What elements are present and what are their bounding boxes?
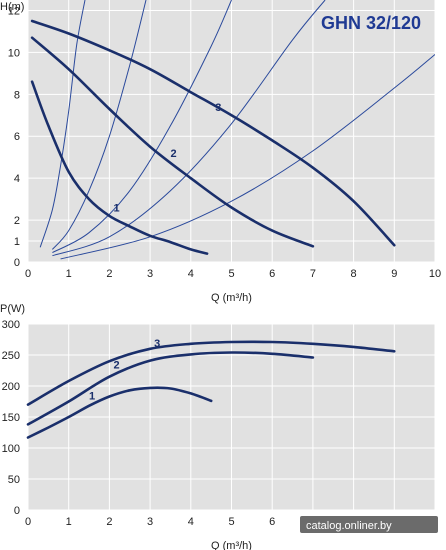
head-x-tick-label: 6 bbox=[269, 268, 275, 280]
power-y-tick-label: 100 bbox=[2, 443, 20, 455]
head-y-tick-label: 1 bbox=[14, 236, 20, 248]
system-curve bbox=[52, 0, 326, 257]
system-curve bbox=[52, 0, 147, 250]
head-y-tick-label: 12 bbox=[8, 5, 20, 17]
power-y-tick-label: 300 bbox=[2, 319, 20, 331]
power-series bbox=[26, 340, 396, 439]
head-x-tick-label: 1 bbox=[66, 268, 72, 280]
head-grid bbox=[27, 0, 436, 263]
head-y-tick-label: 8 bbox=[14, 89, 20, 101]
system-curve bbox=[52, 0, 232, 254]
power-x-tick-label: 2 bbox=[106, 516, 112, 528]
chart-title: GHN 32/120 bbox=[321, 13, 421, 33]
power-y-tick-label: 0 bbox=[14, 505, 20, 517]
head-y-tick-label: 6 bbox=[14, 131, 20, 143]
head-y-tick-label: 10 bbox=[8, 47, 20, 59]
head-curve-labels: 1 2 3 bbox=[113, 102, 221, 215]
power-grid bbox=[27, 323, 436, 511]
system-curve bbox=[60, 54, 435, 260]
power-curve-label-3: 3 bbox=[154, 338, 160, 350]
head-curve-1 bbox=[30, 80, 209, 255]
power-y-tick-label: 50 bbox=[8, 474, 20, 486]
head-curve-label-3: 3 bbox=[215, 102, 221, 114]
power-curve-3 bbox=[26, 340, 396, 406]
power-x-axis-label: Q (m³/h) bbox=[211, 540, 252, 550]
head-x-tick-label: 2 bbox=[106, 268, 112, 280]
head-x-tick-label: 4 bbox=[188, 268, 194, 280]
head-x-axis-label: Q (m³/h) bbox=[211, 292, 252, 304]
power-y-tick-label: 200 bbox=[2, 381, 20, 393]
power-curve-2 bbox=[26, 351, 315, 426]
head-x-tick-label: 5 bbox=[228, 268, 234, 280]
watermark-text: catalog.onliner.by bbox=[306, 520, 392, 532]
head-y-tick-label: 2 bbox=[14, 215, 20, 227]
head-x-tick-label: 7 bbox=[310, 268, 316, 280]
head-y-tick-label: 0 bbox=[14, 257, 20, 269]
power-x-tick-label: 3 bbox=[147, 516, 153, 528]
watermark-background bbox=[300, 516, 438, 533]
head-x-tick-labels: 0 1 2 3 4 5 6 7 8 9 10 bbox=[25, 268, 441, 280]
head-curve-3 bbox=[30, 19, 396, 247]
power-y-axis-label: P(W) bbox=[0, 303, 25, 315]
power-y-tick-label: 150 bbox=[2, 412, 20, 424]
power-curve-labels: 1 2 3 bbox=[89, 338, 160, 403]
head-x-tick-label: 0 bbox=[25, 268, 31, 280]
power-x-tick-label: 4 bbox=[188, 516, 194, 528]
head-x-tick-label: 10 bbox=[429, 268, 441, 280]
head-x-tick-label: 3 bbox=[147, 268, 153, 280]
head-series bbox=[30, 19, 396, 255]
head-x-tick-label: 8 bbox=[351, 268, 357, 280]
power-y-tick-labels: 0 50 100 150 200 250 300 bbox=[2, 319, 20, 517]
power-curve-1 bbox=[26, 386, 213, 439]
power-x-tick-label: 1 bbox=[66, 516, 72, 528]
system-curve bbox=[39, 0, 86, 248]
head-curve-2 bbox=[30, 36, 315, 248]
head-y-axis-label: H(m) bbox=[0, 1, 24, 13]
head-x-tick-label: 9 bbox=[391, 268, 397, 280]
head-system-curves bbox=[39, 0, 435, 260]
head-y-tick-label: 4 bbox=[14, 173, 20, 185]
head-curve-label-1: 1 bbox=[113, 203, 119, 215]
power-curve-label-2: 2 bbox=[113, 360, 119, 372]
power-x-tick-label: 5 bbox=[228, 516, 234, 528]
power-y-tick-label: 250 bbox=[2, 350, 20, 362]
power-curve-label-1: 1 bbox=[89, 391, 95, 403]
power-x-tick-label: 6 bbox=[269, 516, 275, 528]
power-x-tick-label: 0 bbox=[25, 516, 31, 528]
head-curve-label-2: 2 bbox=[170, 148, 176, 160]
